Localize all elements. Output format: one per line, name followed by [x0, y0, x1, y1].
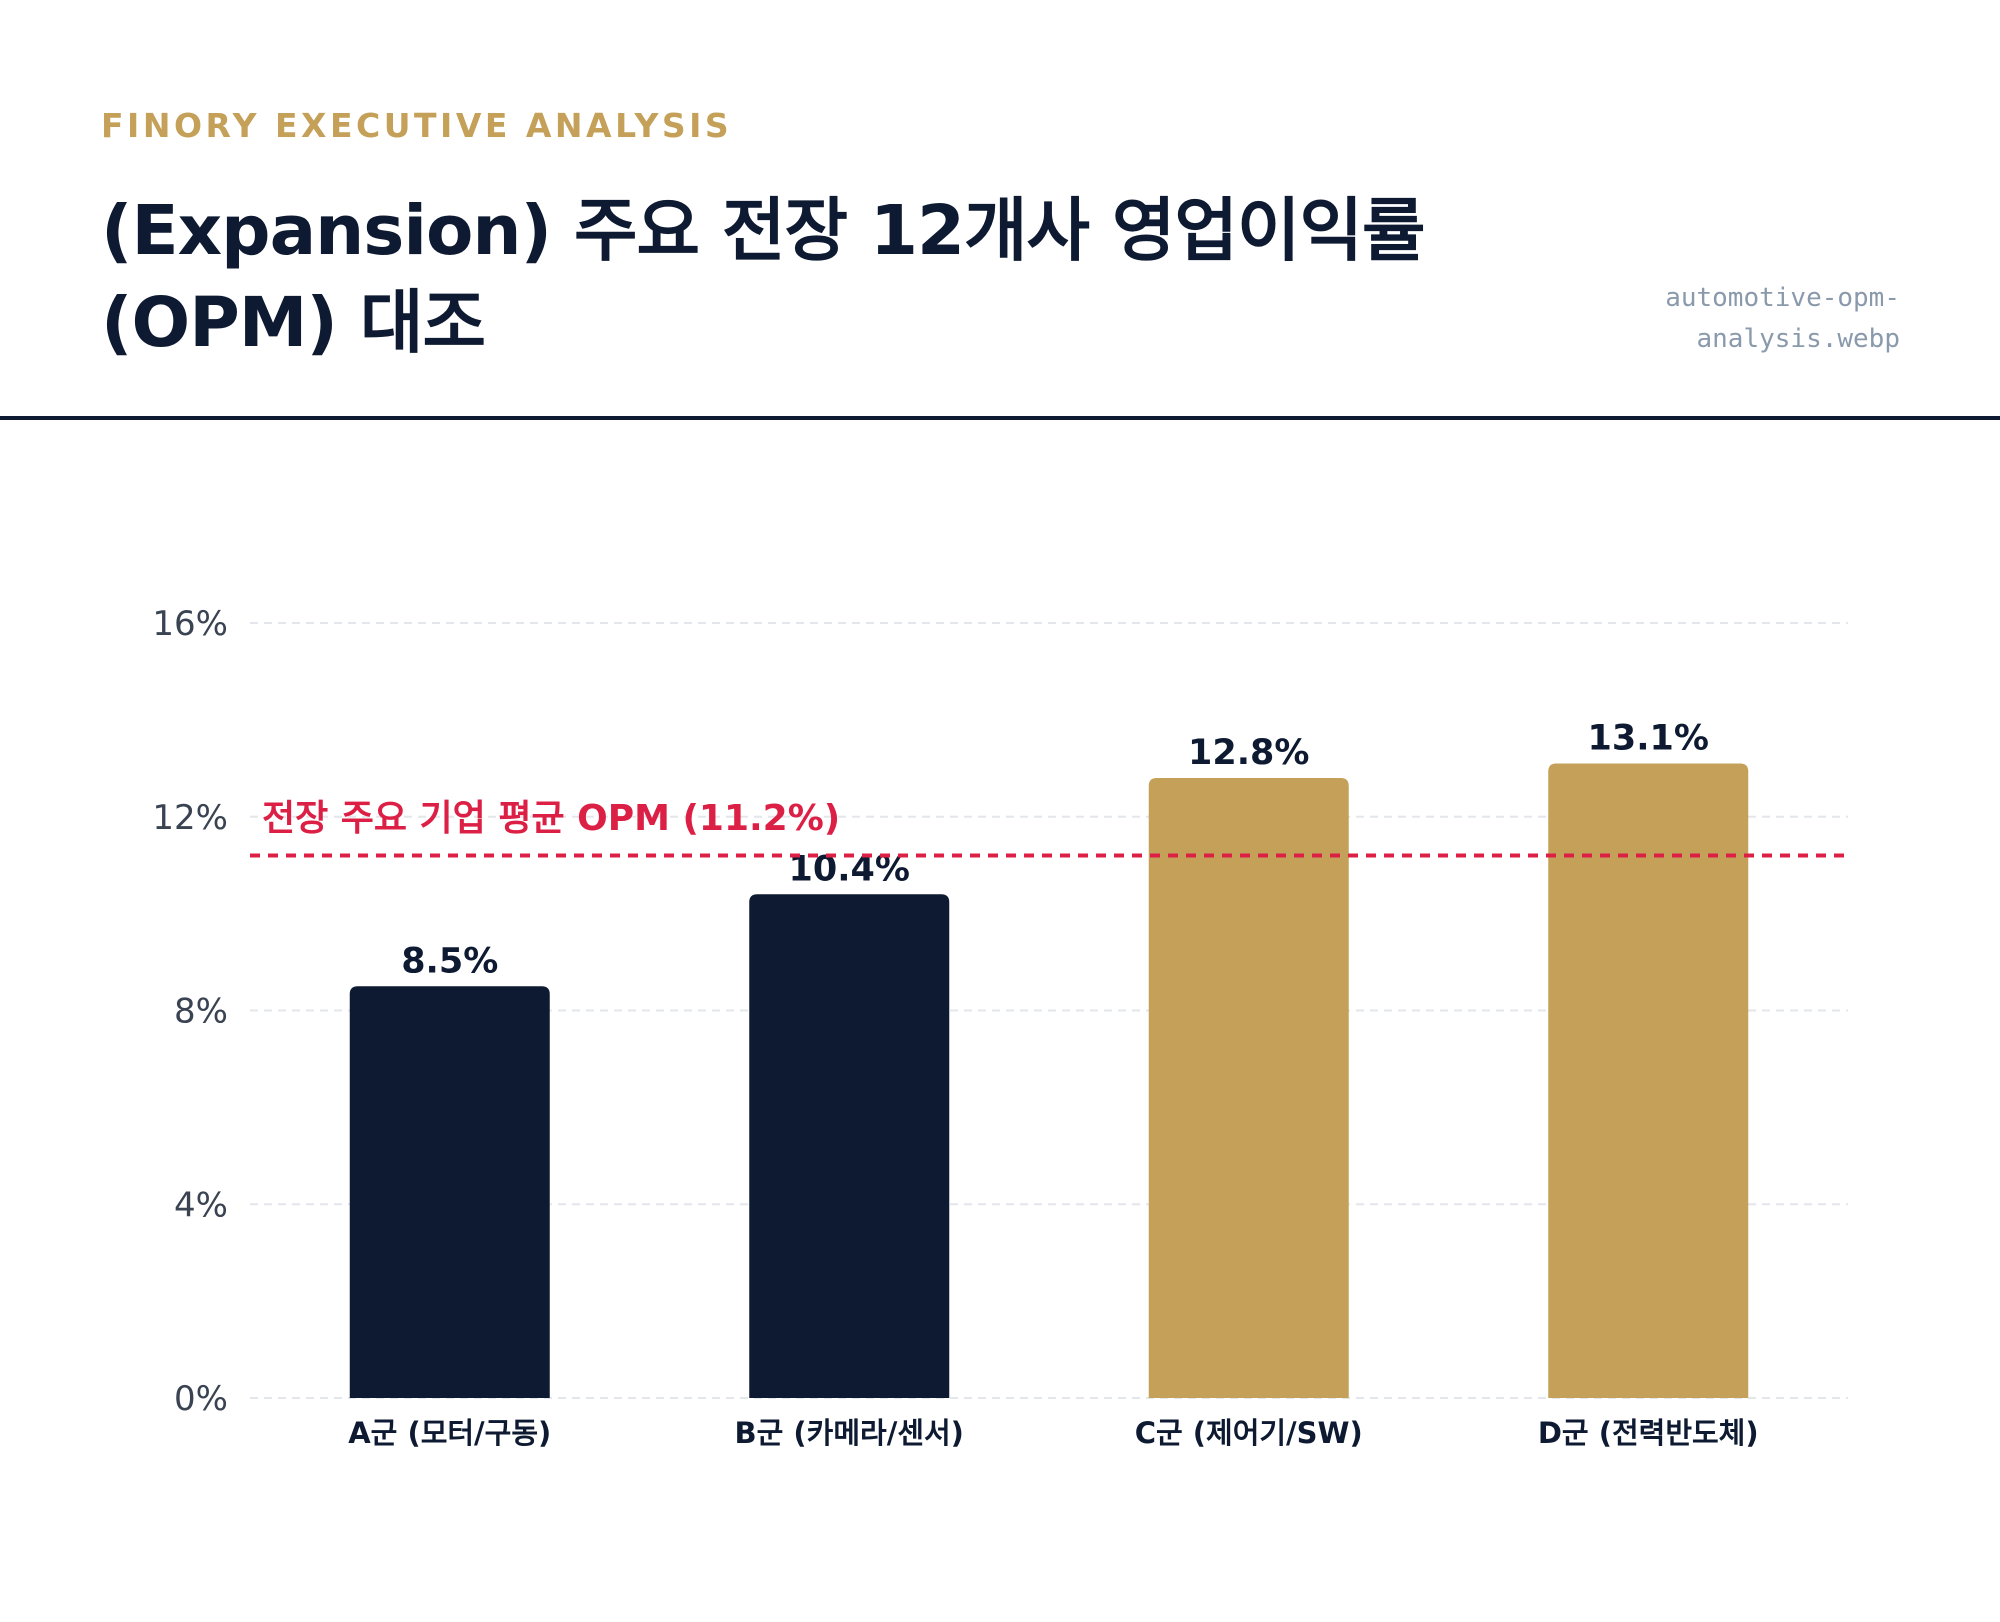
x-category-label: D군 (전력반도체) — [1538, 1416, 1759, 1450]
filename-line-1: automotive-opm- — [1665, 283, 1900, 313]
bar-value-label: 8.5% — [401, 941, 498, 981]
y-tick-label: 12% — [152, 798, 228, 838]
bar — [1148, 778, 1349, 1398]
y-tick-label: 4% — [174, 1185, 228, 1225]
x-category-label: A군 (모터/구동) — [348, 1416, 551, 1450]
page-title-line-1: (Expansion) 주요 전장 12개사 영업이익률 — [101, 191, 1425, 271]
bar — [349, 986, 550, 1398]
eyebrow-label: FINORY EXECUTIVE ANALYSIS — [101, 106, 733, 145]
bar — [1548, 763, 1749, 1398]
page-title-line-2: (OPM) 대조 — [101, 283, 486, 363]
page-title: (Expansion) 주요 전장 12개사 영업이익률 (OPM) 대조 — [101, 185, 1601, 369]
x-category-label: C군 (제어기/SW) — [1135, 1416, 1363, 1450]
filename-line-2: analysis.webp — [1696, 324, 1901, 354]
y-tick-label: 0% — [174, 1379, 228, 1419]
average-opm-label: 전장 주요 기업 평균 OPM (11.2%) — [262, 798, 840, 839]
bar — [749, 894, 950, 1398]
bar-value-label: 13.1% — [1588, 718, 1709, 758]
y-tick-label: 8% — [174, 992, 228, 1032]
x-category-label: B군 (카메라/센서) — [735, 1416, 964, 1450]
filename-label: automotive-opm- analysis.webp — [1500, 278, 1900, 360]
y-tick-label: 16% — [152, 604, 228, 644]
bar-value-label: 12.8% — [1188, 733, 1309, 773]
header-divider — [0, 416, 2000, 420]
